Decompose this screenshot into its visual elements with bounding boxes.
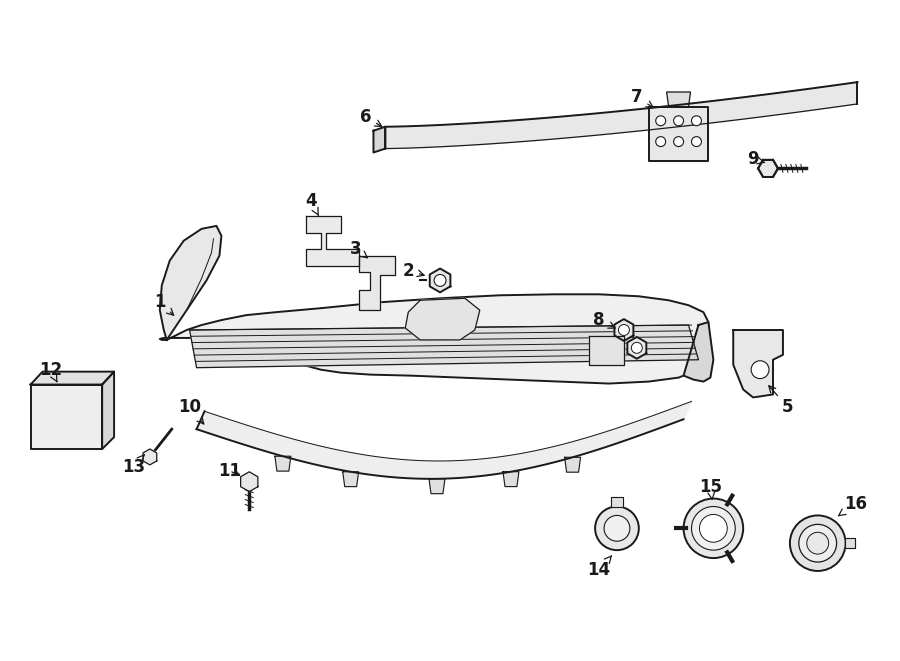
Polygon shape — [160, 294, 708, 383]
Polygon shape — [274, 456, 291, 471]
Text: 10: 10 — [178, 399, 203, 424]
Circle shape — [806, 532, 829, 554]
Polygon shape — [385, 82, 858, 149]
Polygon shape — [627, 337, 646, 359]
Circle shape — [691, 137, 701, 147]
Text: 11: 11 — [218, 462, 241, 480]
Polygon shape — [143, 449, 157, 465]
Circle shape — [604, 516, 630, 541]
Polygon shape — [564, 457, 580, 472]
Text: 8: 8 — [593, 311, 616, 329]
Circle shape — [632, 342, 643, 354]
Circle shape — [434, 274, 446, 286]
Polygon shape — [31, 371, 114, 385]
Polygon shape — [758, 160, 778, 177]
Polygon shape — [358, 256, 395, 310]
Circle shape — [595, 506, 639, 550]
Polygon shape — [343, 472, 358, 486]
Text: 1: 1 — [154, 293, 174, 315]
Polygon shape — [615, 319, 634, 341]
Circle shape — [799, 524, 837, 562]
Text: 15: 15 — [699, 478, 722, 499]
Circle shape — [656, 116, 666, 126]
Text: 13: 13 — [122, 455, 146, 476]
Circle shape — [699, 514, 727, 542]
Circle shape — [790, 516, 845, 571]
Polygon shape — [667, 92, 690, 107]
Circle shape — [656, 137, 666, 147]
Circle shape — [691, 116, 701, 126]
Circle shape — [673, 116, 683, 126]
Polygon shape — [240, 472, 258, 492]
Circle shape — [683, 498, 743, 558]
Text: 9: 9 — [747, 151, 765, 169]
Text: 4: 4 — [305, 192, 319, 215]
Circle shape — [752, 361, 769, 379]
Polygon shape — [374, 127, 385, 153]
Polygon shape — [611, 496, 623, 506]
Text: 16: 16 — [839, 494, 867, 516]
Polygon shape — [31, 385, 103, 449]
Circle shape — [618, 325, 629, 336]
Circle shape — [673, 137, 683, 147]
Text: 3: 3 — [350, 240, 367, 258]
Polygon shape — [649, 107, 708, 161]
Polygon shape — [306, 216, 358, 266]
Polygon shape — [503, 472, 519, 486]
Polygon shape — [196, 401, 691, 479]
Text: 6: 6 — [360, 108, 382, 126]
Text: 5: 5 — [769, 385, 794, 416]
Text: 7: 7 — [631, 88, 653, 108]
Circle shape — [691, 506, 735, 550]
Polygon shape — [734, 330, 783, 397]
Polygon shape — [103, 371, 114, 449]
Polygon shape — [683, 322, 714, 381]
Polygon shape — [590, 336, 624, 365]
Polygon shape — [429, 479, 445, 494]
Text: 2: 2 — [402, 262, 424, 280]
Polygon shape — [844, 538, 856, 548]
Text: 12: 12 — [39, 361, 62, 381]
Text: 14: 14 — [588, 556, 611, 579]
Polygon shape — [190, 325, 698, 368]
Polygon shape — [405, 298, 480, 340]
Polygon shape — [429, 268, 450, 292]
Polygon shape — [160, 226, 221, 340]
